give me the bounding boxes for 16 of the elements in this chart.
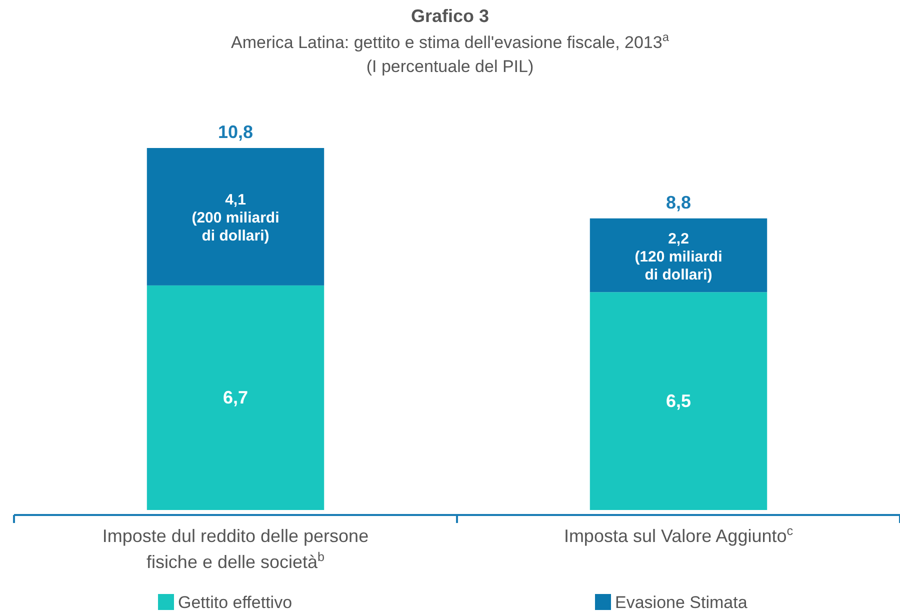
x-tick-label: Imposta sul Valore Aggiunto$^{c}$ [564,524,794,546]
bar [146,285,324,510]
legend-label: Gettito effettivo [178,593,292,612]
legend-label: Evasione Stimata [615,593,748,612]
data-label: 6,7 [222,388,248,408]
bar [146,148,324,286]
text: America Latina: gettito e stima dell'evasione fiscale, 2013$^{a}$ (I percentuale del PIL) [231,30,669,76]
x-tick-label: Imposte dul reddito delle persone fisiche e delle società$^{b}$ [102,526,369,572]
data-label: 6,5 [666,391,692,412]
data-label: 4,1 (200 miliardi di dollari) [192,192,280,245]
chart-title: Grafico 3 [410,6,490,26]
bar [590,218,768,292]
total-label: 8,8 [666,192,692,212]
bar [590,292,768,510]
data-label: 2,2 (120 miliardi di dollari) [634,230,722,284]
total-label: 10,8 [218,122,254,142]
